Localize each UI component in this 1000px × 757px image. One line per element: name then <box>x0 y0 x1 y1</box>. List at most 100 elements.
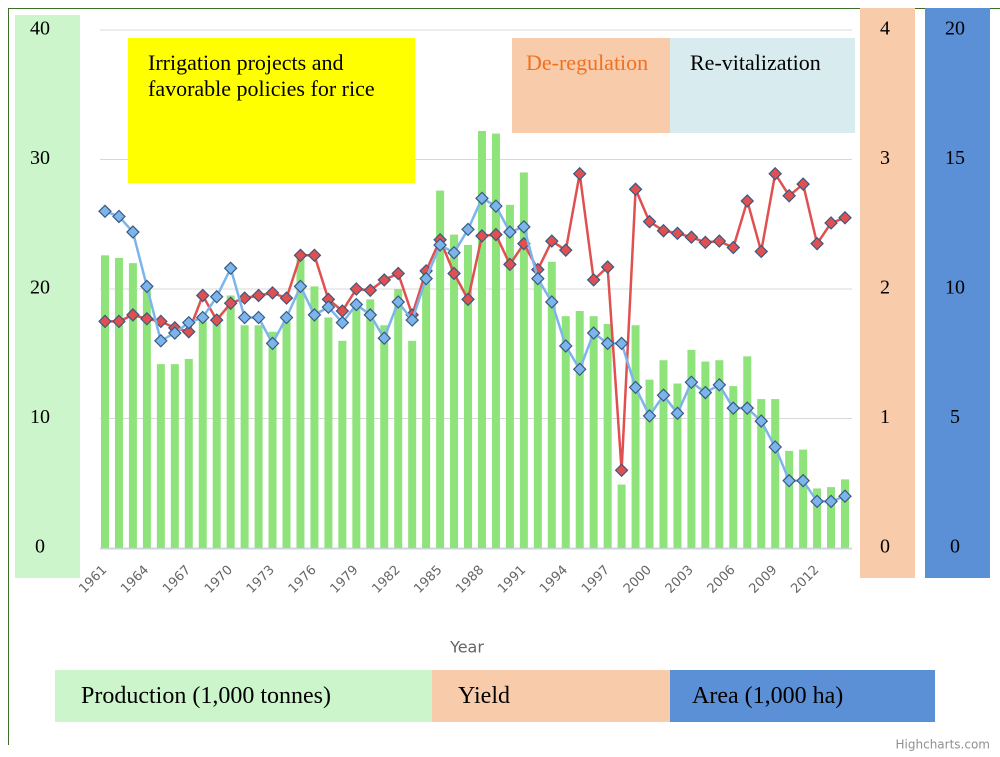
bar <box>268 331 277 548</box>
bar <box>408 340 417 548</box>
marker <box>98 314 112 329</box>
y3-axis-panel <box>925 8 990 578</box>
marker <box>698 385 713 400</box>
marker <box>824 216 838 230</box>
marker <box>726 240 741 255</box>
marker <box>251 310 266 325</box>
x-tick-label: 1988 <box>453 563 487 597</box>
bar <box>743 356 752 548</box>
marker <box>656 388 671 403</box>
bar <box>352 307 361 548</box>
y-axis-panel <box>15 15 80 578</box>
bar <box>813 488 822 548</box>
marker <box>642 409 657 423</box>
y2-axis-panel <box>860 8 915 578</box>
bar <box>464 244 473 548</box>
marker <box>461 222 475 237</box>
marker <box>796 473 810 488</box>
marker <box>307 308 322 322</box>
bar <box>561 316 570 548</box>
bar <box>282 317 291 548</box>
marker <box>265 286 280 300</box>
x-tick-label: 1982 <box>370 563 404 597</box>
marker <box>726 401 741 415</box>
marker <box>558 339 573 353</box>
x-tick-label: 1976 <box>286 563 320 597</box>
marker <box>489 227 503 242</box>
marker <box>642 214 657 229</box>
marker <box>237 310 252 325</box>
marker <box>181 324 196 339</box>
bar <box>533 277 542 548</box>
y3-tick-label: 15 <box>945 147 965 169</box>
marker <box>181 315 196 330</box>
marker <box>838 210 852 225</box>
marker <box>586 273 601 287</box>
marker <box>628 182 643 197</box>
bar <box>142 283 151 548</box>
x-tick-label: 1973 <box>244 563 278 597</box>
y3-tick-label: 10 <box>945 277 965 299</box>
marker <box>572 166 587 181</box>
marker <box>265 336 280 351</box>
bar <box>436 190 445 548</box>
bar <box>547 261 556 548</box>
marker <box>154 333 168 348</box>
bar <box>701 361 710 548</box>
marker <box>796 177 810 191</box>
marker <box>782 188 796 203</box>
marker <box>768 166 783 181</box>
x-tick-label: 1961 <box>76 563 110 597</box>
bar <box>757 399 766 548</box>
marker <box>167 326 182 340</box>
marker <box>195 288 210 303</box>
bar <box>156 364 165 548</box>
marker <box>391 295 406 309</box>
bar <box>101 255 109 548</box>
marker <box>782 473 796 488</box>
marker <box>754 244 769 259</box>
credit: Highcharts.com <box>896 738 990 752</box>
bar <box>198 314 207 548</box>
marker <box>461 292 475 307</box>
y2-tick-label: 4 <box>880 18 890 40</box>
marker <box>209 313 224 327</box>
marker <box>377 273 392 287</box>
marker <box>628 380 643 395</box>
bar <box>519 172 528 548</box>
marker <box>530 271 545 286</box>
x-tick-label: 2009 <box>746 563 780 597</box>
y2-tick-label: 1 <box>880 406 890 428</box>
x-tick-label: 1991 <box>495 563 529 597</box>
bar <box>841 479 849 548</box>
bar <box>645 379 654 548</box>
x-axis-title: Year <box>449 638 484 657</box>
marker <box>768 440 783 454</box>
marker <box>670 226 685 241</box>
marker <box>475 229 489 243</box>
marker <box>475 191 489 206</box>
frame <box>8 8 1000 745</box>
marker <box>447 266 461 281</box>
marker <box>503 257 517 272</box>
marker <box>670 406 685 421</box>
x-tick-label: 1985 <box>411 563 445 597</box>
marker <box>363 308 378 322</box>
bar <box>366 299 375 548</box>
bar <box>729 386 738 548</box>
bar <box>631 325 640 548</box>
marker <box>544 295 559 309</box>
marker <box>517 219 531 234</box>
x-tick-label: 2003 <box>663 563 697 597</box>
marker <box>586 326 601 340</box>
y-tick-label: 0 <box>35 536 45 558</box>
y3-tick-label: 0 <box>950 536 960 558</box>
bar <box>617 484 626 548</box>
marker <box>98 204 112 219</box>
bar <box>114 257 123 548</box>
marker <box>363 283 378 298</box>
x-tick-label: 1970 <box>202 563 236 597</box>
legend-item: Production (1,000 tonnes) <box>55 670 432 722</box>
y3-tick-label: 20 <box>945 18 965 40</box>
